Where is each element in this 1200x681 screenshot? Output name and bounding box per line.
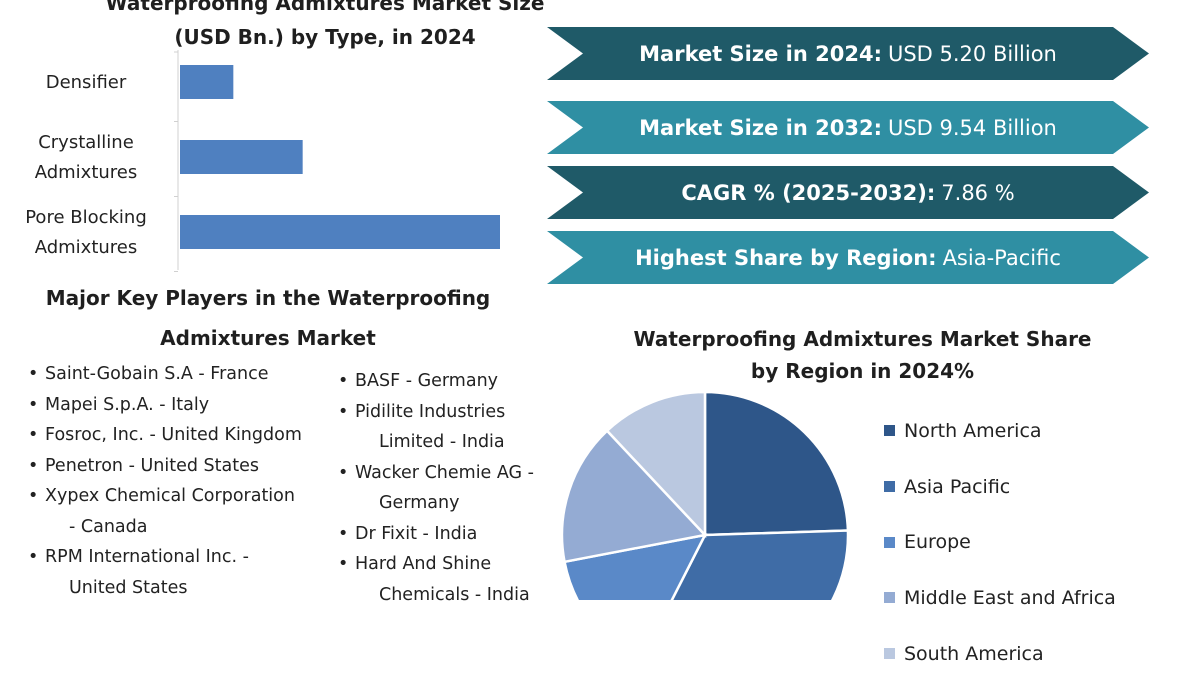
player-line: Penetron - United States	[45, 455, 259, 476]
player-item: Xypex Chemical Corporation - Canada	[28, 481, 302, 542]
ribbon-label: CAGR % (2025-2032):	[681, 180, 936, 205]
players-title-line1: Major Key Players in the Waterproofing	[45, 286, 491, 310]
player-line: Pidilite Industries	[355, 401, 506, 422]
pie-slice	[563, 533, 708, 600]
player-line: BASF - Germany	[355, 371, 499, 391]
player-line: RPM International Inc. -	[45, 547, 249, 567]
pie-slice	[560, 428, 708, 564]
bar-category-label-line: Admixtures	[35, 237, 138, 258]
player-line-continued: Germany	[379, 493, 460, 513]
bar-chart-title-line2: (USD Bn.) by Type, in 2024	[174, 25, 476, 49]
ribbon-label: Market Size in 2032:	[639, 115, 882, 140]
player-line-continued: Limited - India	[379, 432, 505, 452]
player-item: Dr Fixit - India	[338, 519, 534, 550]
player-line: Mapei S.p.A. - Italy	[45, 394, 210, 415]
ribbon-highest-share-region: Highest Share by Region: Asia-Pacific	[547, 231, 1149, 284]
ribbon-market-size-2024: Market Size in 2024: USD 5.20 Billion	[547, 27, 1149, 80]
pie-slice	[605, 390, 707, 539]
legend-item: South America	[884, 626, 1116, 681]
players-list-right: BASF - Germany Pidilite Industries Limited…	[338, 366, 534, 610]
bar-category-label-line: Crystalline	[38, 132, 134, 153]
players-title-line2: Admixtures Market	[160, 326, 376, 350]
bar-category-label: Crystalline Admixtures	[35, 132, 138, 183]
pie-slice	[670, 529, 850, 600]
legend-swatch	[884, 648, 895, 660]
bar-category-label: Densifier	[46, 72, 127, 93]
player-item: RPM International Inc. - United States	[28, 542, 302, 603]
ribbon-value: Asia-Pacific	[942, 245, 1061, 270]
player-line: Fosroc, Inc. - United Kingdom	[45, 425, 302, 445]
legend-swatch	[884, 536, 895, 548]
legend-label: Middle East and Africa	[904, 586, 1116, 609]
player-item: Hard And Shine Chemicals - India	[338, 549, 534, 610]
legend-label: North America	[904, 419, 1042, 442]
bar-category-label-line: Densifier	[46, 72, 127, 93]
legend-swatch	[884, 425, 895, 437]
legend-item: Asia Pacific	[884, 459, 1116, 515]
legend-label: South America	[904, 642, 1044, 665]
pie-legend: North America Asia Pacific Europe Middle Ea…	[884, 403, 1116, 681]
player-line: Saint-Gobain S.A - France	[45, 364, 269, 384]
bar-category-label-line: Admixtures	[35, 162, 138, 183]
bar	[180, 65, 234, 99]
ribbon-market-size-2032: Market Size in 2032: USD 9.54 Billion	[547, 101, 1149, 154]
ribbon-label: Highest Share by Region:	[635, 245, 937, 270]
pie-chart-title-line2: by Region in 2024%	[750, 359, 975, 383]
players-list-left: Saint-Gobain S.A - France Mapei S.p.A. - …	[28, 359, 302, 603]
ribbon-value: 7.86 %	[941, 180, 1015, 205]
pie-slice	[703, 390, 850, 537]
bar	[180, 140, 303, 174]
player-line: Hard And Shine	[355, 554, 492, 574]
bar-category-label: Pore Blocking Admixtures	[25, 207, 147, 258]
players-title: Major Key Players in the Waterproofing A…	[18, 278, 518, 358]
pie-chart-title: Waterproofing Admixtures Market Share by…	[610, 323, 1115, 387]
bar-chart-title-line1: Waterproofing Admixtures Market Size	[105, 0, 545, 15]
pie-chart-title-line1: Waterproofing Admixtures Market Share	[633, 327, 1092, 351]
player-item: Pidilite Industries Limited - India	[338, 397, 534, 458]
ribbon-value: USD 5.20 Billion	[887, 41, 1057, 66]
player-line-continued: United States	[69, 577, 188, 598]
pie-chart	[560, 390, 850, 600]
player-line-continued: - Canada	[69, 516, 148, 537]
player-line: Dr Fixit - India	[355, 523, 478, 544]
player-item: BASF - Germany	[338, 366, 534, 397]
player-item: Penetron - United States	[28, 451, 302, 482]
legend-item: North America	[884, 403, 1116, 459]
legend-swatch	[884, 481, 895, 493]
player-item: Fosroc, Inc. - United Kingdom	[28, 420, 302, 451]
player-line: Xypex Chemical Corporation	[45, 486, 295, 506]
legend-label: Europe	[904, 531, 971, 554]
player-line: Wacker Chemie AG -	[355, 462, 534, 483]
legend-swatch	[884, 592, 895, 604]
ribbon-label: Market Size in 2024:	[639, 41, 882, 66]
legend-item: Middle East and Africa	[884, 570, 1116, 626]
bar	[180, 215, 500, 249]
ribbon-value: USD 9.54 Billion	[887, 115, 1057, 140]
bar-chart-title: Waterproofing Admixtures Market Size (US…	[40, 0, 610, 54]
legend-label: Asia Pacific	[904, 475, 1011, 498]
bar-category-label-line: Pore Blocking	[25, 207, 147, 228]
player-item: Mapei S.p.A. - Italy	[28, 390, 302, 421]
legend-item: Europe	[884, 514, 1116, 570]
ribbon-cagr: CAGR % (2025-2032): 7.86 %	[547, 166, 1149, 219]
player-item: Wacker Chemie AG - Germany	[338, 458, 534, 519]
player-item: Saint-Gobain S.A - France	[28, 359, 302, 390]
player-line-continued: Chemicals - India	[379, 584, 530, 605]
